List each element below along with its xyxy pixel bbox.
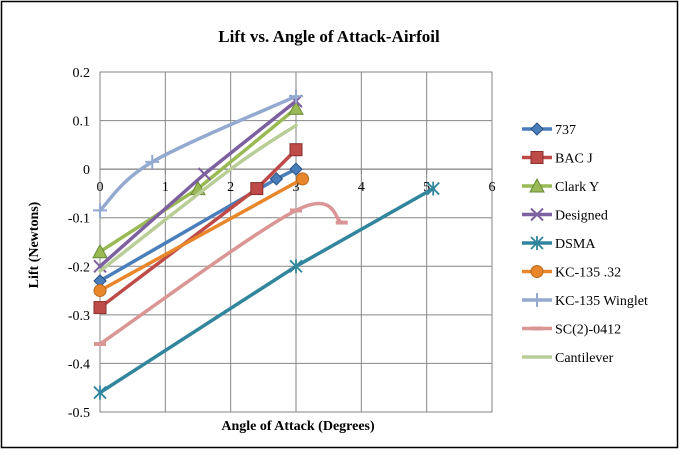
legend-item: 737 (522, 122, 576, 138)
data-point (426, 181, 440, 196)
x-tick-label: 6 (489, 180, 496, 195)
axis-layer: 0.2 0.1 0 -0.1 -0.2 -0.3 -0.4 -0.5 0 1 2 3 4 5 6 (68, 66, 496, 421)
legend-label: Cantilever (555, 351, 614, 366)
data-point (296, 172, 310, 186)
data-point (290, 208, 302, 213)
y-tick-label: -0.3 (68, 309, 90, 324)
legend-swatch-marker (531, 326, 543, 331)
legend-label: SC(2)-0412 (555, 323, 621, 338)
x-axis-label: Angle of Attack (Degrees) (221, 419, 375, 434)
legend-item: KC-135 Winglet (522, 293, 648, 309)
data-point (92, 243, 108, 259)
data-point (93, 301, 107, 315)
data-point (335, 220, 348, 225)
data-point (250, 182, 264, 196)
series-layer (92, 89, 440, 400)
y-tick-label: 0.1 (73, 115, 91, 130)
legend-label: DSMA (555, 237, 596, 252)
legend-label: KC-135 Winglet (555, 294, 648, 309)
data-point (93, 385, 107, 400)
legend-item: Cantilever (522, 351, 614, 366)
x-tick-label: 0 (97, 180, 104, 195)
y-tick-label: -0.4 (68, 357, 90, 372)
legend-label: Clark Y (555, 180, 599, 195)
series-line (98, 94, 298, 213)
series-cantilever (98, 123, 298, 273)
data-point (289, 143, 303, 157)
series-dsma (93, 181, 440, 400)
x-tick-label: 2 (227, 180, 234, 195)
legend-item: Clark Y (522, 177, 599, 195)
legend-swatch-marker (530, 207, 544, 222)
legend-swatch-marker (530, 265, 544, 278)
data-point (289, 259, 303, 274)
x-tick-label: 1 (162, 180, 169, 195)
series-737 (93, 162, 303, 288)
legend-label: KC-135 .32 (555, 266, 621, 281)
legend-label: 737 (555, 123, 576, 138)
y-tick-label: 0.2 (73, 66, 91, 81)
y-tick-label: -0.5 (68, 406, 90, 421)
x-tick-label: 5 (423, 180, 430, 195)
data-point (289, 89, 303, 104)
x-tick-label: 3 (293, 180, 300, 195)
series-line (98, 123, 298, 273)
legend-swatch-marker (530, 293, 544, 307)
chart-title: Lift vs. Angle of Attack-Airfoil (218, 27, 440, 46)
legend-swatch-marker (530, 151, 544, 164)
legend-item: SC(2)-0412 (522, 323, 621, 338)
legend-label: Designed (555, 209, 608, 224)
x-tick-label: 4 (358, 180, 365, 195)
data-point (288, 100, 304, 115)
legend-item: BAC J (522, 151, 593, 167)
y-tick-label: 0 (83, 163, 90, 178)
data-point (289, 162, 303, 176)
data-point (94, 342, 106, 346)
legend-item: Designed (522, 207, 608, 224)
data-point (93, 284, 107, 298)
data-point (269, 172, 284, 186)
series-line (98, 201, 344, 346)
series-kc-135-winglet (93, 89, 303, 218)
data-point (145, 154, 160, 169)
data-point (197, 167, 212, 181)
y-tick-label: -0.2 (68, 260, 90, 275)
data-point (93, 203, 107, 218)
y-tick-label: -0.1 (68, 212, 90, 227)
legend: 737 BAC J Clark Y Designed DSMA KC-135 .32 KC-… (522, 122, 648, 366)
y-axis-label: Lift (Newtons) (27, 201, 42, 288)
legend-swatch-marker (529, 177, 545, 193)
legend-item: DSMA (522, 236, 596, 252)
series-bac-j (93, 143, 303, 315)
legend-swatch-marker (530, 122, 544, 136)
grid-layer (99, 71, 493, 413)
series-kc-135-32 (93, 172, 310, 298)
legend-swatch-marker (530, 236, 544, 250)
series-sc-2-0412 (94, 201, 348, 346)
legend-label: BAC J (555, 152, 593, 167)
legend-item: KC-135 .32 (522, 265, 621, 281)
series-line (98, 177, 305, 293)
data-point (93, 259, 107, 273)
